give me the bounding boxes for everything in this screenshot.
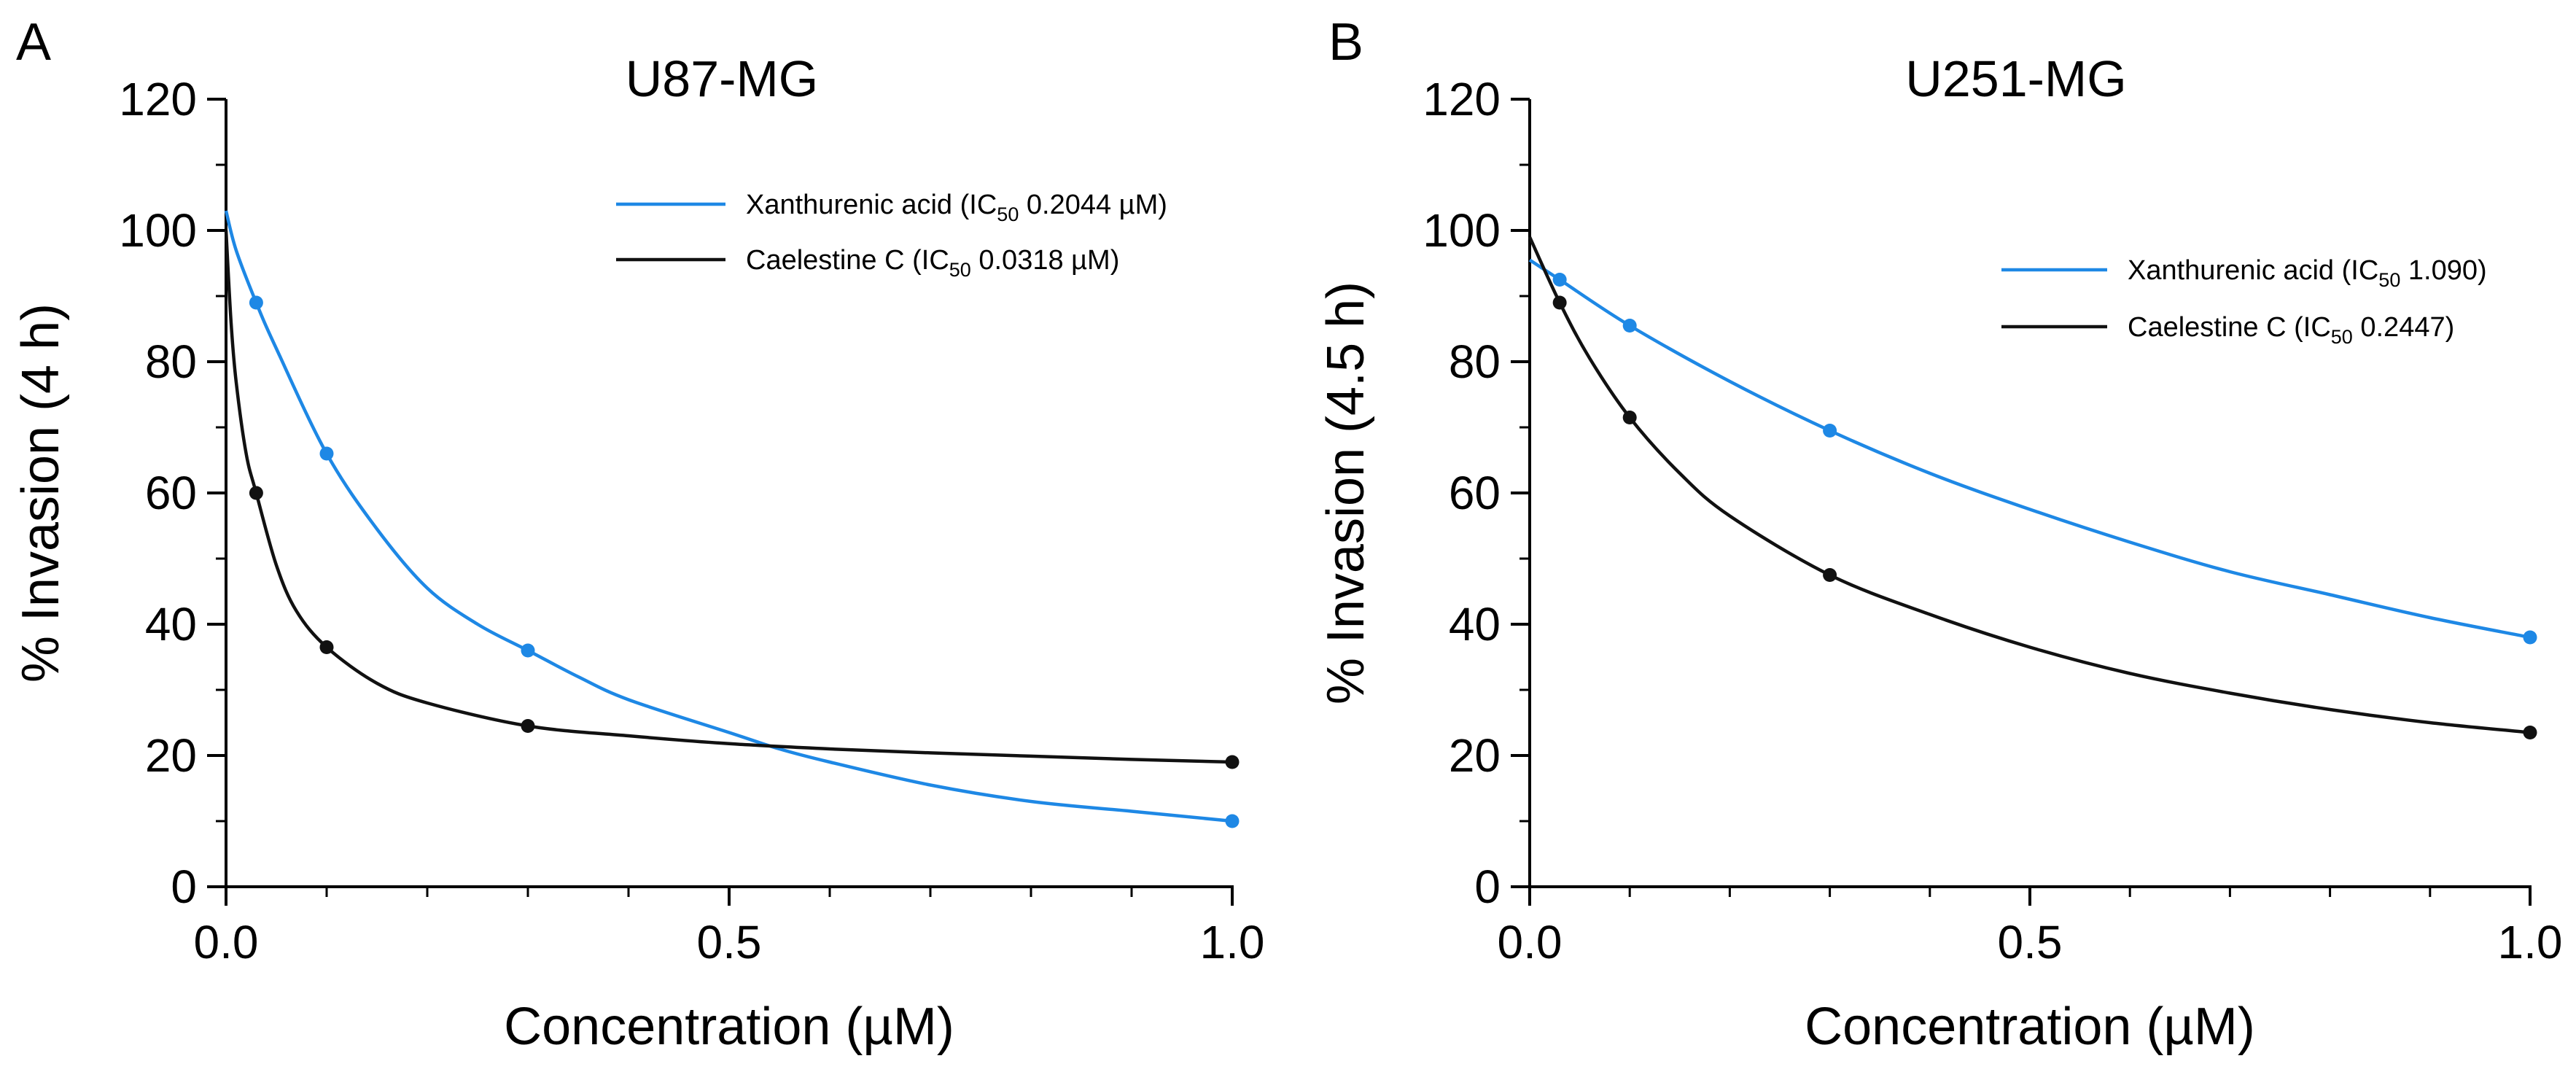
y-axis-label: % Invasion (4 h) xyxy=(12,303,70,683)
x-axis-label: Concentration (µM) xyxy=(504,998,954,1056)
series-line xyxy=(224,230,1233,764)
data-point xyxy=(1823,424,1837,438)
y-tick-label: 120 xyxy=(1423,73,1501,125)
y-tick-label: 60 xyxy=(145,467,197,519)
data-point xyxy=(1823,568,1837,582)
y-tick-label: 80 xyxy=(145,335,197,388)
axes: 0 20 40 60 80 100 120 0.0 0.5 1.0 xyxy=(1423,73,2562,968)
y-axis-label: % Invasion (4.5 h) xyxy=(1317,281,1375,704)
y-tick-label: 20 xyxy=(145,729,197,782)
data-point xyxy=(249,486,263,500)
series-caelestine xyxy=(224,230,1240,769)
legend-label: Xanthurenic acid (IC50 1.090) xyxy=(2128,255,2487,291)
data-point xyxy=(2523,726,2537,739)
y-tick-label: 100 xyxy=(119,204,197,257)
y-tick-label: 0 xyxy=(1474,860,1501,913)
data-point xyxy=(2523,630,2537,645)
legend: Xanthurenic acid (IC50 0.2044 µM) Caelest… xyxy=(616,190,1167,281)
panel-b: B U251-MG 0 20 40 60 80 100 120 0.0 0.5 1.0 Concentr… xyxy=(1317,13,2562,1056)
data-point xyxy=(319,640,334,654)
x-tick-label: 0.0 xyxy=(194,916,259,968)
series-xanthurenic xyxy=(1528,258,2537,645)
y-tick-label: 120 xyxy=(119,73,197,125)
x-axis-label: Concentration (µM) xyxy=(1805,998,2255,1056)
data-point xyxy=(319,446,334,461)
panel-letter: B xyxy=(1328,13,1363,71)
series-caelestine xyxy=(1528,236,2537,739)
x-tick-label: 0.0 xyxy=(1498,916,1563,968)
chart-title: U87-MG xyxy=(626,50,818,107)
legend: Xanthurenic acid (IC50 1.090) Caelestine … xyxy=(2001,255,2487,348)
data-point xyxy=(521,643,535,658)
x-tick-label: 0.5 xyxy=(697,916,762,968)
x-tick-label: 1.0 xyxy=(1200,916,1265,968)
series-line xyxy=(1528,258,2531,640)
y-tick-label: 0 xyxy=(171,860,197,913)
data-point xyxy=(1552,295,1567,310)
data-point xyxy=(1225,755,1240,769)
y-tick-label: 60 xyxy=(1449,467,1501,519)
y-tick-label: 40 xyxy=(1449,598,1501,650)
axes: 0 20 40 60 80 100 120 0.0 0.5 1.0 xyxy=(119,73,1264,968)
x-tick-label: 0.5 xyxy=(1998,916,2063,968)
legend-label: Caelestine C (IC50 0.0318 µM) xyxy=(746,245,1119,281)
data-point xyxy=(1622,411,1637,424)
y-tick-label: 80 xyxy=(1449,335,1501,388)
data-point xyxy=(249,295,263,310)
series-line xyxy=(1528,236,2531,734)
panel-a: A U87-MG 0 20 40 60 80 100 120 0.0 0.5 1.0 Concentra… xyxy=(12,13,1264,1056)
y-tick-label: 100 xyxy=(1423,204,1501,257)
chart-title: U251-MG xyxy=(1905,50,2126,107)
series-line xyxy=(224,210,1233,823)
data-point xyxy=(1225,814,1240,828)
legend-label: Xanthurenic acid (IC50 0.2044 µM) xyxy=(746,190,1167,225)
y-tick-label: 20 xyxy=(1449,729,1501,782)
legend-label: Caelestine C (IC50 0.2447) xyxy=(2128,312,2454,348)
data-point xyxy=(1552,273,1567,287)
panel-letter: A xyxy=(16,13,51,71)
y-tick-label: 40 xyxy=(145,598,197,650)
data-point xyxy=(521,719,535,733)
data-point xyxy=(1622,319,1637,333)
series-xanthurenic xyxy=(224,210,1240,828)
x-tick-label: 1.0 xyxy=(2498,916,2563,968)
